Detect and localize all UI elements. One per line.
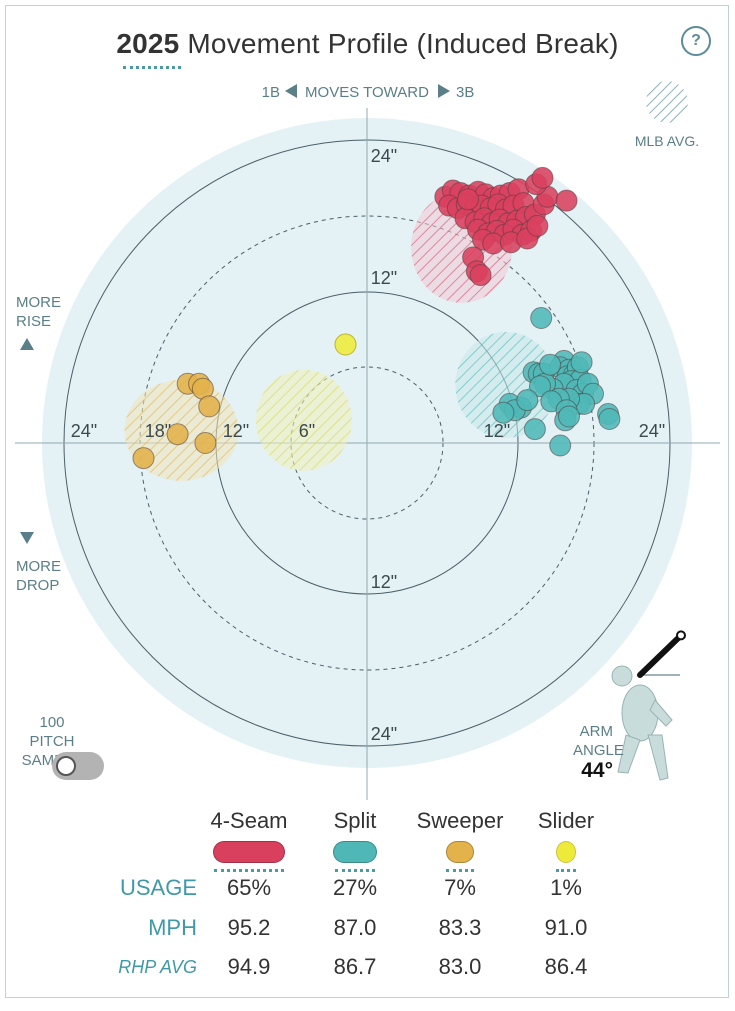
mph-value-slider: 91.0	[544, 915, 588, 940]
series-split	[492, 307, 621, 457]
row-label-rhp-avg: RHP AVG	[118, 957, 197, 977]
axis-label-left-12: 12"	[223, 421, 249, 441]
row-label-usage: USAGE	[119, 875, 197, 900]
axis-label-top-24: 24"	[371, 146, 397, 166]
card-frame	[5, 5, 729, 998]
column-header-sweeper: Sweeper	[416, 808, 504, 833]
toggle-knob	[56, 756, 76, 776]
series-slider	[334, 333, 357, 356]
axis-label-top-12: 12"	[371, 268, 397, 288]
usage-indicator-sweeper	[446, 869, 474, 875]
axis-label-left-24: 24"	[71, 421, 97, 441]
column-header-split: Split	[333, 808, 377, 833]
axis-labels: 24" 12" 12" 24" 24" 18" 12" 6" 12" 24"	[71, 146, 665, 744]
arm-angle-figure	[611, 630, 686, 781]
arm-angle-label: ARM ANGLE	[573, 723, 624, 759]
usage-indicator-four_seam	[214, 869, 284, 875]
pitch-point-split	[539, 353, 562, 376]
more-drop-label: MORE DROP	[16, 558, 61, 594]
pitch-point-sweeper	[198, 395, 221, 418]
arrow-right-icon	[438, 84, 450, 98]
more-rise-arrow-icon	[20, 338, 34, 350]
usage-value-slider: 1%	[550, 875, 582, 900]
pitch-color-swatch-slider	[556, 841, 576, 863]
title-year: 2025	[116, 28, 180, 59]
arrow-left-icon	[285, 84, 297, 98]
pitch-point-split	[549, 434, 572, 457]
pitch-point-split	[492, 401, 515, 424]
pitch-point-four_seam	[469, 264, 492, 287]
movement-chart: 24" 12" 12" 24" 24" 18" 12" 6" 12" 24" 1B MOVES T…	[15, 81, 720, 800]
rhp-avg-value-four_seam: 94.9	[227, 954, 271, 979]
pitch-points-layer	[132, 166, 621, 470]
pitch-point-split	[570, 351, 593, 374]
pitch-point-slider	[334, 333, 357, 356]
pitch-point-four_seam	[555, 189, 578, 212]
pitch-point-sweeper	[194, 432, 217, 454]
more-drop-arrow-icon	[20, 532, 34, 544]
pitch-color-swatch-split	[333, 841, 377, 863]
pitch-point-split	[523, 418, 546, 441]
sample-toggle[interactable]	[52, 752, 104, 780]
direction-middle-label: MOVES TOWARD	[305, 84, 429, 101]
page-title: 2025 Movement Profile (Induced Break)	[0, 28, 735, 60]
axis-label-right-24: 24"	[639, 421, 665, 441]
pitch-point-sweeper	[166, 423, 189, 446]
usage-value-sweeper: 7%	[444, 875, 476, 900]
title-underline	[123, 66, 181, 73]
usage-indicator-slider	[556, 869, 576, 875]
more-rise-label: MORE RISE	[16, 294, 61, 330]
mlb-avg-label: MLB AVG.	[635, 133, 699, 149]
pitch-color-swatch-four_seam	[213, 841, 285, 863]
axis-label-bottom-12: 12"	[371, 572, 397, 592]
arm-angle-value: 44°	[581, 759, 613, 782]
pitch-point-four_seam	[457, 188, 479, 211]
axis-label-bottom-24: 24"	[371, 724, 397, 744]
mph-value-split: 87.0	[333, 915, 377, 940]
usage-value-split: 27%	[332, 875, 378, 900]
pitch-table: 4-Seam 65% 95.2 94.9 Split 27% 87.0 86.7 Sweeper…	[0, 800, 735, 990]
direction-right-label: 3B	[456, 84, 474, 101]
pitch-point-split	[558, 405, 580, 428]
pitch-point-four_seam	[531, 166, 554, 189]
title-text: Movement Profile (Induced Break)	[187, 28, 619, 59]
help-button[interactable]: ?	[681, 26, 711, 56]
mph-value-sweeper: 83.3	[438, 915, 482, 940]
pitch-color-swatch-sweeper	[446, 841, 474, 863]
series-sweeper	[132, 372, 221, 470]
usage-value-four_seam: 65%	[226, 875, 272, 900]
pitch-point-sweeper	[132, 447, 155, 470]
row-label-mph: MPH	[148, 915, 197, 940]
direction-left-label: 1B	[262, 84, 280, 101]
pitch-point-four_seam	[526, 214, 549, 237]
mph-value-four_seam: 95.2	[227, 915, 271, 940]
axis-label-left-6: 6"	[299, 421, 315, 441]
axis-label-right-12: 12"	[484, 421, 510, 441]
pitch-point-split	[529, 375, 551, 398]
column-header-four_seam: 4-Seam	[210, 808, 288, 833]
mlb-avg-slider-hatch	[255, 369, 352, 471]
axis-label-left-18: 18"	[145, 421, 171, 441]
rhp-avg-value-slider: 86.4	[544, 954, 588, 979]
column-header-slider: Slider	[537, 808, 595, 833]
pitch-point-split	[516, 389, 539, 412]
usage-indicator-split	[335, 869, 375, 875]
pitch-point-split	[530, 307, 553, 329]
pitch-point-split	[598, 408, 621, 430]
rhp-avg-value-sweeper: 83.0	[438, 954, 482, 979]
rhp-avg-value-split: 86.7	[333, 954, 377, 979]
series-four_seam	[434, 166, 578, 287]
mlb-avg-legend-icon	[646, 81, 688, 123]
